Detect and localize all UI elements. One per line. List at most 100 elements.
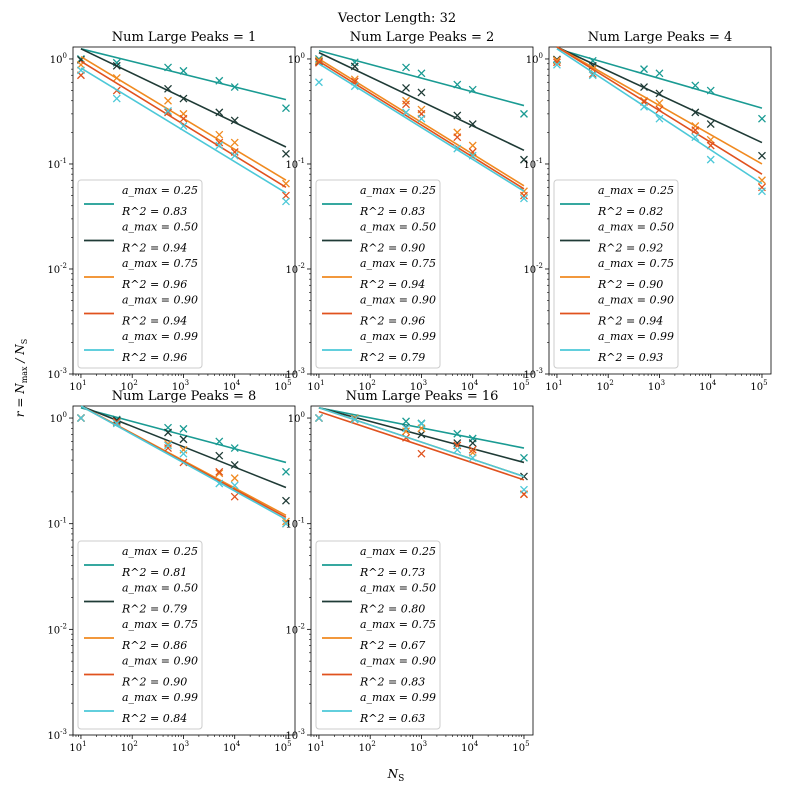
y-tick-label: 10-1 xyxy=(47,517,67,531)
data-point xyxy=(282,191,290,200)
data-point xyxy=(691,81,700,90)
legend-label: a_max = 0.50 xyxy=(360,582,436,595)
data-point xyxy=(552,60,561,69)
panels: Num Large Peaks = 1 10-3 10-2 10-1 100 101 102… xyxy=(47,30,772,754)
data-point xyxy=(282,149,290,158)
data-point xyxy=(164,63,172,72)
data-point xyxy=(230,444,239,453)
x-tick-label: 103 xyxy=(648,379,665,393)
y-tick-label: 10-2 xyxy=(47,622,67,636)
legend-label: a_max = 0.25 xyxy=(122,184,198,197)
data-point xyxy=(179,435,188,444)
legend-label: a_max = 0.50 xyxy=(122,582,198,595)
data-point xyxy=(706,155,715,164)
svg-text:r = Nmax / NS: r = Nmax / NS xyxy=(13,339,29,417)
y-tick-label: 10-1 xyxy=(285,157,305,171)
legend-r2-label: R^2 = 0.79 xyxy=(121,603,187,616)
data-point xyxy=(402,96,410,105)
data-point xyxy=(520,194,528,203)
data-point xyxy=(758,114,766,123)
legend-label: a_max = 0.75 xyxy=(122,618,198,631)
fit-line xyxy=(318,410,525,481)
x-tick-label: 103 xyxy=(172,740,189,754)
legend-label: a_max = 0.99 xyxy=(360,330,436,343)
legend-label: a_max = 0.25 xyxy=(122,545,198,558)
panel-title: Num Large Peaks = 4 xyxy=(588,30,733,45)
x-tick-label: 101 xyxy=(307,740,324,754)
data-point xyxy=(758,187,766,196)
y-tick-label: 10-2 xyxy=(285,262,305,276)
data-point xyxy=(215,437,224,446)
legend: a_max = 0.25 R^2 = 0.83 a_max = 0.50 R^2 = … xyxy=(315,179,441,369)
data-point xyxy=(164,106,172,115)
data-point xyxy=(417,114,426,123)
data-point xyxy=(282,104,290,113)
data-point xyxy=(655,89,664,98)
legend: a_max = 0.25 R^2 = 0.73 a_max = 0.50 R^2 = … xyxy=(315,540,441,730)
legend-r2-label: R^2 = 0.90 xyxy=(121,676,187,689)
data-point xyxy=(179,424,188,433)
legend-label: a_max = 0.90 xyxy=(598,294,674,307)
panel-4: Num Large Peaks = 8 10-3 10-2 10-1 100 101 102… xyxy=(47,389,296,754)
data-point xyxy=(758,151,766,160)
data-point xyxy=(215,130,224,139)
axes-frame xyxy=(72,405,296,736)
legend: a_max = 0.25 R^2 = 0.83 a_max = 0.50 R^2 = … xyxy=(77,179,203,369)
fit-line xyxy=(318,63,525,192)
legend-r2-label: R^2 = 0.73 xyxy=(359,566,425,579)
x-tick-label: 104 xyxy=(699,379,717,393)
data-point xyxy=(402,427,410,436)
y-tick-label: 10-3 xyxy=(523,367,543,381)
y-tick-label: 10-3 xyxy=(285,367,305,381)
legend-label: a_max = 0.99 xyxy=(360,691,436,704)
data-point xyxy=(706,86,715,95)
legend-label: a_max = 0.90 xyxy=(360,294,436,307)
y-tick-label: 100 xyxy=(50,52,67,66)
data-point xyxy=(655,99,664,108)
fit-line xyxy=(556,48,763,109)
y-tick-label: 10-3 xyxy=(47,367,67,381)
data-point xyxy=(468,85,477,94)
x-tick-label: 102 xyxy=(359,740,376,754)
data-point xyxy=(179,449,188,458)
panel-5: Num Large Peaks = 16 10-3 10-2 10-1 100 101 10… xyxy=(285,389,534,754)
data-point xyxy=(164,96,172,105)
data-point xyxy=(112,419,121,428)
data-point xyxy=(164,108,172,117)
x-tick-label: 105 xyxy=(512,379,529,393)
fit-line xyxy=(80,60,287,188)
legend-r2-label: R^2 = 0.90 xyxy=(359,242,425,255)
legend-label: a_max = 0.90 xyxy=(360,655,436,668)
axes-frame xyxy=(72,46,296,375)
legend-label: a_max = 0.50 xyxy=(598,221,674,234)
data-point xyxy=(520,191,528,200)
data-point xyxy=(468,151,477,160)
x-tick-label: 103 xyxy=(410,740,427,754)
legend-label: a_max = 0.75 xyxy=(122,257,198,270)
data-point xyxy=(402,424,410,433)
legend-r2-label: R^2 = 0.81 xyxy=(121,566,187,579)
x-tick-label: 105 xyxy=(750,379,767,393)
data-point xyxy=(468,141,477,150)
data-point xyxy=(758,183,766,192)
figure-title: Vector Length: 32 xyxy=(337,11,456,26)
legend-label: a_max = 0.50 xyxy=(122,221,198,234)
fit-line xyxy=(318,407,525,478)
legend-r2-label: R^2 = 0.94 xyxy=(121,242,187,255)
legend-r2-label: R^2 = 0.86 xyxy=(121,639,187,652)
panel-title: Num Large Peaks = 2 xyxy=(350,30,495,45)
y-tick-label: 100 xyxy=(288,52,305,66)
y-tick-label: 10-2 xyxy=(523,262,543,276)
data-point xyxy=(520,485,528,494)
legend-r2-label: R^2 = 0.83 xyxy=(359,205,425,218)
legend-box xyxy=(77,179,203,369)
data-point xyxy=(230,481,239,490)
data-point xyxy=(640,83,648,92)
data-point xyxy=(453,439,462,447)
fit-line xyxy=(318,51,525,152)
legend-box xyxy=(553,179,679,369)
data-point xyxy=(230,148,239,156)
legend-r2-label: R^2 = 0.83 xyxy=(121,205,187,218)
data-point xyxy=(453,144,462,153)
